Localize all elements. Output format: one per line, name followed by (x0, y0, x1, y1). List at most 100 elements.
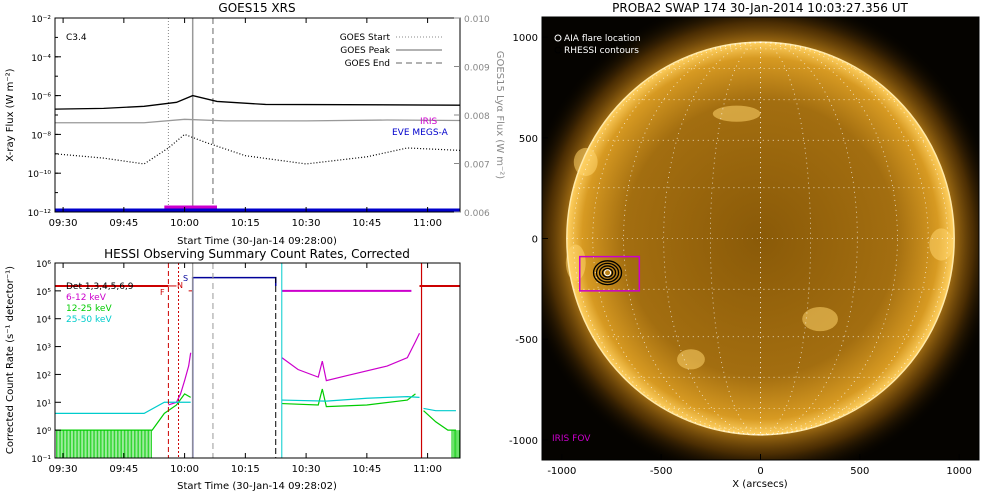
legend-label: 12-25 keV (66, 304, 112, 314)
y-tick-label: 10⁻⁶ (31, 93, 51, 103)
rhessi-contour (592, 260, 623, 286)
x-tick-label: 11:00 (413, 464, 442, 475)
y-axis-label: Corrected Count Rate (s⁻¹ detector⁻¹) (5, 266, 16, 454)
y-tick-label: 10² (36, 371, 51, 381)
legend-label: AIA flare location (564, 34, 641, 44)
y2-tick-label: 0.009 (464, 64, 490, 74)
y2-tick-label: 0.008 (464, 112, 490, 122)
longitude-grid-line (760, 41, 929, 436)
y-tick-label: 10⁻² (31, 15, 51, 25)
chart-title: GOES15 XRS (218, 1, 295, 15)
plot-frame (54, 262, 461, 459)
x-tick-label: 10:00 (170, 218, 199, 229)
x-axis: 09:30 09:45 10:00 10:15 10:30 10:45 11:00 (49, 263, 442, 475)
plot-area (55, 263, 460, 458)
eve-annotation: EVE MEGS-A (392, 128, 449, 138)
chart-title: HESSI Observing Summary Count Rates, Cor… (104, 247, 410, 261)
x-axis-label: Start Time (30-Jan-14 09:28:00) (177, 236, 337, 247)
rhessi-contour (595, 262, 620, 283)
series-line-xrs_long (55, 94, 460, 110)
x-tick-label: 09:30 (49, 464, 78, 475)
x-tick-label: 10:30 (292, 464, 321, 475)
x-tick-label: 500 (850, 466, 869, 477)
x-tick-label: 09:45 (109, 218, 138, 229)
attenuator-flag-n: N (177, 281, 183, 290)
plot-frame (54, 17, 461, 213)
attenuator-flag-f: F (160, 288, 165, 297)
y-tick-label: 10⁴ (36, 316, 51, 326)
y-tick-label: 10³ (36, 344, 51, 354)
y2-axis: 0.006 0.007 0.008 0.009 0.010 (454, 15, 490, 219)
legend: GOES Start GOES Peak GOES End (340, 33, 442, 69)
goes-panel: GOES15 XRS 09:30 09:45 10:00 10:15 10:30 10:4… (5, 1, 505, 247)
longitude-grid-line (760, 41, 811, 436)
y2-axis-label: GOES15 Lyα Flux (W m⁻²) (494, 51, 505, 179)
active-region (712, 105, 761, 122)
x-axis: -1000 -500 0 500 1000 (547, 454, 972, 477)
legend-label: GOES Start (340, 33, 391, 43)
y-axis: 1000 500 0 -500 -1000 (509, 33, 548, 447)
x-tick-label: -1000 (547, 466, 576, 477)
legend-marker (554, 34, 562, 42)
longitude-grid-line (710, 41, 761, 436)
active-region (573, 147, 598, 177)
series-line (423, 410, 456, 431)
saa-bar (191, 276, 277, 286)
x-tick-label: 09:30 (49, 218, 78, 229)
active-region (677, 349, 705, 370)
x-axis: 09:30 09:45 10:00 10:15 10:30 10:45 11:00 (49, 18, 442, 229)
longitude-grid-line (760, 41, 948, 436)
series-line (55, 393, 191, 431)
y-tick-label: 10⁰ (36, 427, 51, 437)
iris-fov-label: IRIS FOV (552, 434, 591, 444)
y-tick-label: 10⁵ (36, 288, 51, 298)
y-tick-label: 10⁻¹² (28, 209, 52, 219)
x-tick-label: 11:00 (413, 218, 442, 229)
y-tick-label: 10⁶ (36, 260, 51, 270)
x-tick-label: 10:45 (352, 218, 381, 229)
x-axis-label: X (arcsecs) (732, 479, 788, 490)
legend-label: RHESSI contours (564, 46, 639, 56)
active-region (929, 228, 954, 261)
longitude-grid-line (592, 41, 761, 436)
active-region (565, 244, 586, 281)
y-tick-label: 10⁻⁸ (31, 131, 51, 141)
y-tick-label: 10¹ (36, 399, 51, 409)
series-line-lya (55, 118, 460, 124)
y-axis: 10⁻¹ 10⁰ 10¹ 10² 10³ 10⁴ 10⁵ 10⁶ (31, 260, 61, 465)
y-axis-label: X-ray Flux (W m⁻²) (5, 68, 16, 161)
y-tick-label: 500 (519, 134, 538, 145)
x-tick-label: 10:00 (170, 464, 199, 475)
x-tick-label: 09:45 (109, 464, 138, 475)
x-axis-label: Start Time (30-Jan-14 09:28:02) (177, 481, 337, 492)
chart-title: PROBA2 SWAP 174 30-Jan-2014 10:03:27.356… (612, 1, 908, 15)
solar-disk (566, 42, 955, 435)
y2-tick-label: 0.007 (464, 161, 490, 171)
active-region (802, 306, 838, 332)
legend: Det 1,3,4,5,6,9 6-12 keV 12-25 keV 25-50… (66, 282, 134, 325)
rhessi-contour (598, 265, 617, 281)
y-tick-label: 1000 (513, 33, 538, 44)
aia-flare-marker (604, 269, 612, 277)
saa-flag-s: S (183, 274, 188, 283)
longitude-grid-line (573, 41, 761, 436)
y-tick-label: 10⁻⁴ (31, 54, 51, 64)
y-tick-label: 10⁻¹⁰ (28, 170, 52, 180)
series-line (281, 333, 421, 382)
series-line (55, 401, 191, 414)
swap-panel: PROBA2 SWAP 174 30-Jan-2014 10:03:27.356… (509, 1, 980, 490)
y-tick-label: 10⁻¹ (31, 455, 51, 465)
x-tick-label: 10:30 (292, 218, 321, 229)
legend-label: 6-12 keV (66, 293, 107, 303)
hessi-panel: HESSI Observing Summary Count Rates, Cor… (5, 247, 461, 492)
legend-label: GOES End (345, 59, 390, 69)
x-tick-label: 1000 (946, 466, 971, 477)
series-line (281, 395, 420, 402)
legend-label: 25-50 keV (66, 315, 112, 325)
plot-area (55, 18, 460, 212)
y-tick-label: -1000 (509, 436, 538, 447)
iris-annotation: IRIS (420, 117, 438, 127)
legend-label: Det 1,3,4,5,6,9 (66, 282, 134, 292)
series-line-xrs_short (55, 133, 460, 165)
